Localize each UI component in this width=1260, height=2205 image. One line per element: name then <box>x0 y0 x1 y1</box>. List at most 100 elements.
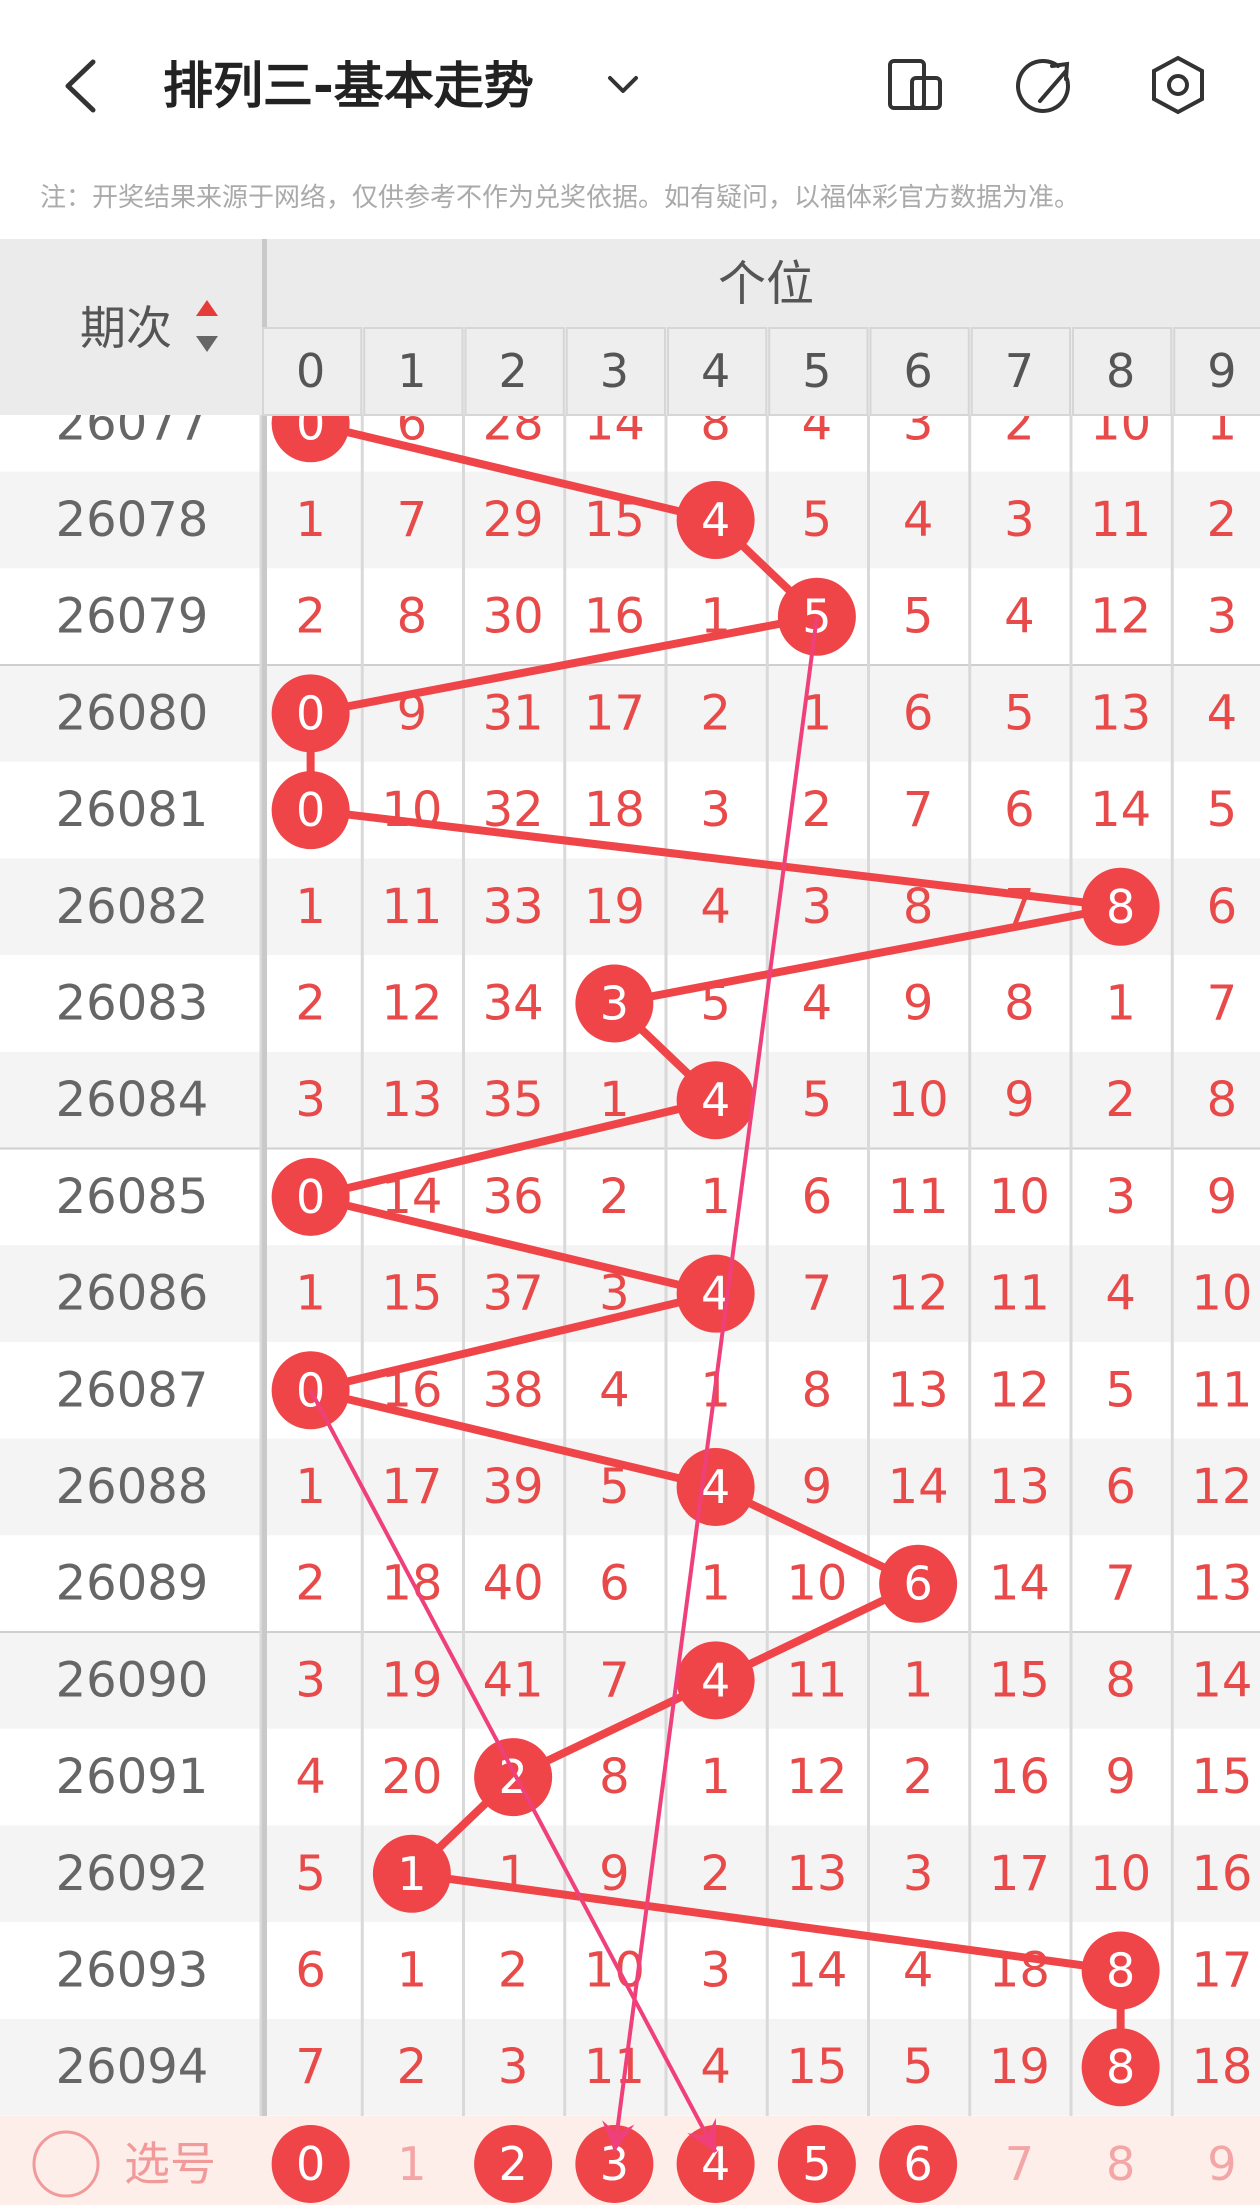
selected-digit[interactable]: 6 <box>903 2137 932 2191</box>
column-label: 1 <box>397 344 426 398</box>
hit-ball <box>1081 1931 1160 2010</box>
settings-icon[interactable] <box>1152 55 1204 115</box>
digit-option[interactable]: 9 <box>1207 2137 1236 2191</box>
pick-arrow <box>308 1389 718 2153</box>
title-dropdown[interactable] <box>608 76 638 93</box>
arrow-head <box>602 2120 635 2152</box>
column-header-cell <box>869 327 970 416</box>
hit-ball <box>676 1061 755 1140</box>
row-bg <box>0 471 1260 569</box>
miss-count: 1 <box>295 492 326 548</box>
selected-digit[interactable]: 2 <box>498 2137 527 2191</box>
hit-ball <box>271 415 350 463</box>
select-radio[interactable] <box>32 2130 100 2198</box>
miss-count: 5 <box>1105 1362 1136 1418</box>
miss-count: 15 <box>1191 1749 1252 1805</box>
selected-digit[interactable]: 0 <box>296 2137 325 2191</box>
selected-ball[interactable] <box>676 2125 755 2203</box>
miss-count: 5 <box>295 1846 326 1902</box>
miss-count: 18 <box>584 782 645 838</box>
selector: 选号 0 1 2 3 4 5 6 7 8 9 <box>32 2125 1237 2203</box>
hit-ball <box>474 1738 553 1817</box>
miss-count: 3 <box>903 395 934 451</box>
miss-count: 15 <box>381 1266 442 1322</box>
issue-number: 26089 <box>56 1556 209 1612</box>
miss-count: 8 <box>802 1362 833 1418</box>
period-header[interactable]: 期次 <box>80 301 172 355</box>
issue-number: 26083 <box>56 976 209 1032</box>
share-icon[interactable] <box>1016 59 1070 113</box>
issue-number: 26084 <box>56 1072 209 1128</box>
issue-number: 26092 <box>56 1846 209 1902</box>
column-header-cell <box>768 327 869 416</box>
selected-ball[interactable] <box>575 2125 654 2203</box>
miss-count: 1 <box>498 1846 529 1902</box>
selected-ball[interactable] <box>879 2125 958 2203</box>
issue-number: 26090 <box>56 1652 209 1708</box>
miss-count: 6 <box>599 1556 630 1612</box>
miss-count: 2 <box>295 589 326 645</box>
issue-number: 26093 <box>56 1943 209 1999</box>
row-bg <box>0 858 1260 956</box>
miss-count: 2 <box>700 685 731 741</box>
miss-count: 7 <box>1207 976 1238 1032</box>
sort-down[interactable] <box>196 336 218 352</box>
layout-icon[interactable] <box>888 59 942 110</box>
miss-count: 5 <box>802 1072 833 1128</box>
miss-count: 10 <box>786 1556 847 1612</box>
miss-count: 34 <box>483 976 544 1032</box>
miss-count: 5 <box>802 492 833 548</box>
miss-count: 14 <box>584 395 645 451</box>
hit-ball <box>879 1544 958 1623</box>
arrow-head <box>687 2118 717 2152</box>
miss-count: 4 <box>1207 685 1238 741</box>
miss-count: 19 <box>381 1652 442 1708</box>
miss-count: 12 <box>1191 1459 1252 1515</box>
miss-count: 1 <box>295 879 326 935</box>
digit-option[interactable]: 7 <box>1005 2137 1034 2191</box>
hit-ball <box>575 964 654 1043</box>
selected-ball[interactable] <box>777 2125 856 2203</box>
miss-count: 6 <box>1004 782 1035 838</box>
miss-count: 7 <box>397 492 428 548</box>
column-header-cell <box>464 327 565 416</box>
column-label: 3 <box>600 344 629 398</box>
column-header-cell <box>970 327 1071 416</box>
miss-count: 7 <box>295 2039 326 2095</box>
row-bg <box>0 1245 1260 1342</box>
digit-option[interactable]: 1 <box>397 2137 426 2191</box>
miss-count: 12 <box>786 1749 847 1805</box>
row-bg <box>0 1632 1260 1729</box>
miss-count: 15 <box>786 2039 847 2095</box>
digit-option[interactable]: 8 <box>1106 2137 1135 2191</box>
miss-count: 1 <box>1105 976 1136 1032</box>
hit-number: 2 <box>498 1750 527 1804</box>
sort-up[interactable] <box>196 300 218 316</box>
issue-number: 26080 <box>56 685 209 741</box>
miss-count: 36 <box>483 1169 544 1225</box>
selected-ball[interactable] <box>271 2125 350 2203</box>
hit-ball <box>271 1157 350 1236</box>
hit-ball <box>271 674 350 753</box>
miss-count: 15 <box>989 1652 1050 1708</box>
miss-count: 3 <box>1004 492 1035 548</box>
back-button[interactable] <box>65 59 96 113</box>
miss-count: 14 <box>989 1556 1050 1612</box>
selected-digit[interactable]: 5 <box>802 2137 831 2191</box>
miss-count: 19 <box>584 879 645 935</box>
miss-count: 2 <box>802 782 833 838</box>
miss-count: 12 <box>381 976 442 1032</box>
miss-count: 13 <box>1191 1556 1252 1612</box>
miss-count: 11 <box>786 1652 847 1708</box>
miss-count: 13 <box>786 1846 847 1902</box>
issue-number: 26094 <box>56 2039 209 2095</box>
column-label: 9 <box>1207 344 1236 398</box>
miss-count: 12 <box>1090 589 1151 645</box>
miss-count: 10 <box>888 1072 949 1128</box>
select-label: 选号 <box>124 2137 216 2191</box>
selected-ball[interactable] <box>474 2125 553 2203</box>
column-label: 0 <box>296 344 325 398</box>
column-header-cell <box>363 327 464 416</box>
hit-number: 0 <box>296 783 325 837</box>
